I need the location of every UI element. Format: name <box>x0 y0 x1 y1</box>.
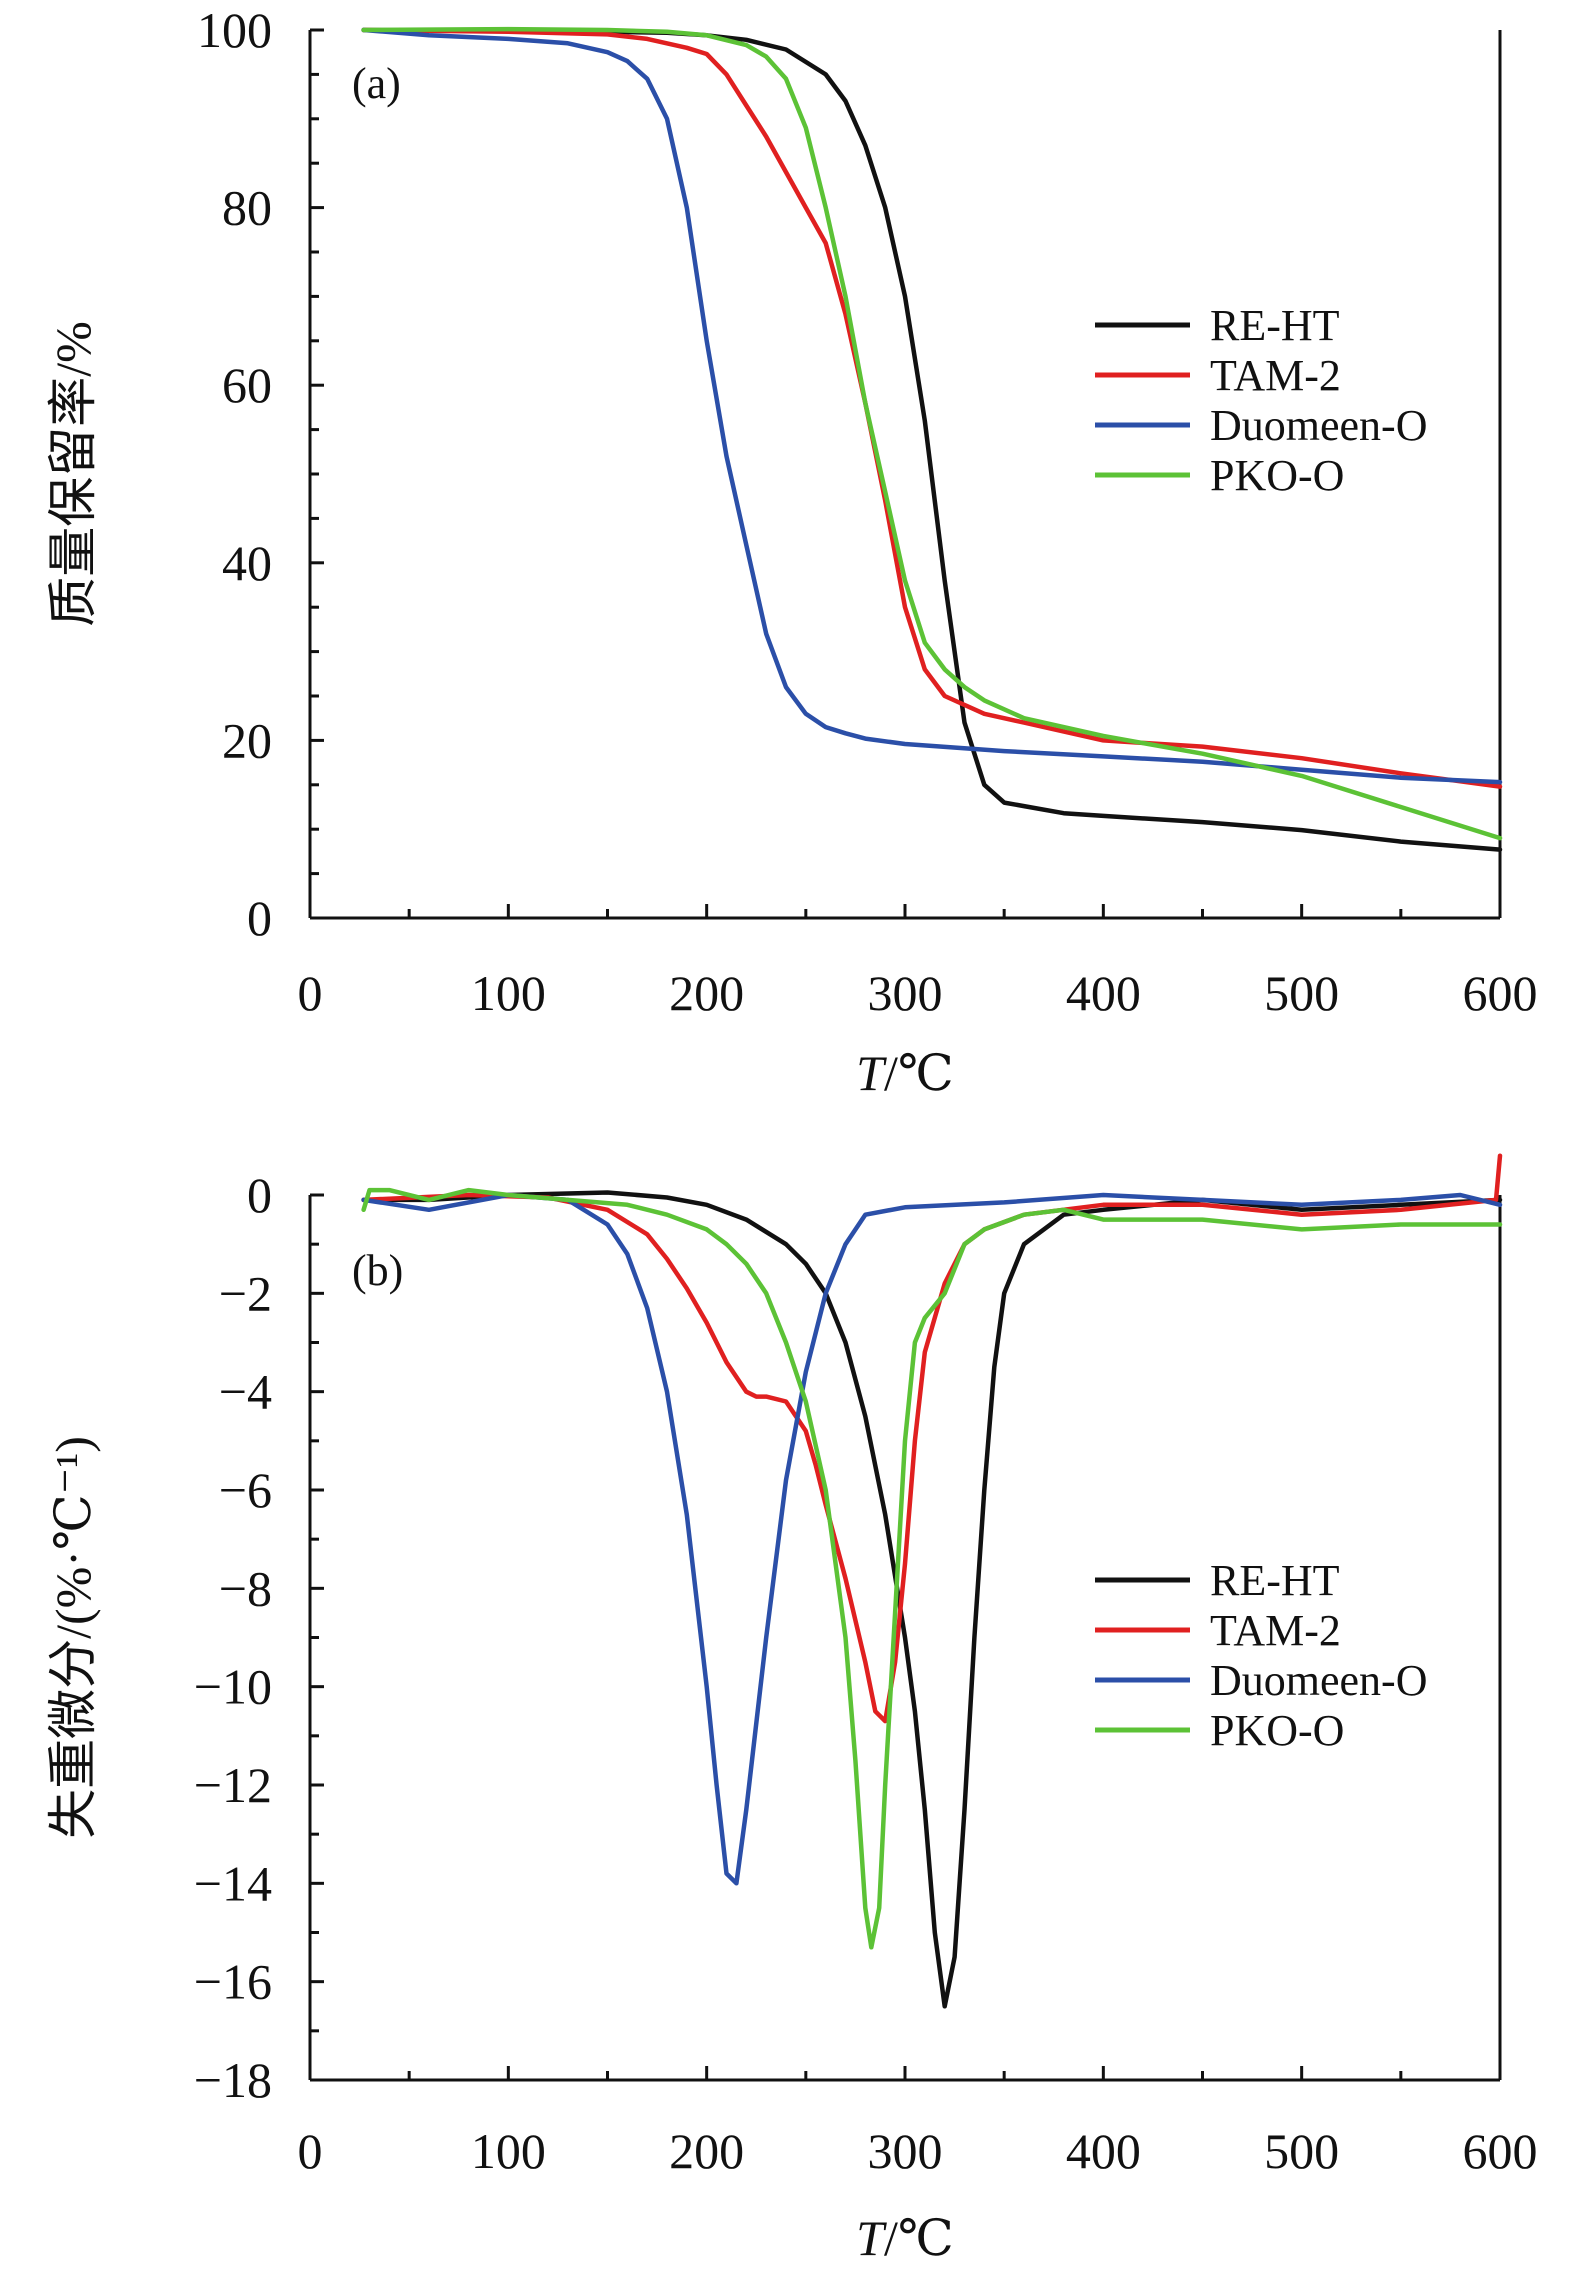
x-axis-title: T/℃ <box>856 1045 954 1101</box>
y-tick-label: 40 <box>222 535 272 591</box>
series-line-pko-o <box>361 26 1503 841</box>
x-tick-label: 100 <box>471 965 546 1021</box>
y-tick-label: −16 <box>194 1954 272 2010</box>
series-line-duomeen-o <box>361 27 1503 785</box>
legend-label: RE-HT <box>1210 1556 1340 1605</box>
y-tick-label: −6 <box>219 1462 272 1518</box>
y-tick-label: −14 <box>194 1855 272 1911</box>
x-axis-title: T/℃ <box>856 2210 954 2266</box>
series-line-tam-2 <box>361 27 1503 789</box>
x-axis-variable: T <box>856 1045 887 1101</box>
x-tick-label: 100 <box>471 2123 546 2179</box>
panel-b: 0 100 200 300 400 500 600 0 −2 −4 −6 −8 −10 −12 −14 −16… <box>45 1153 1538 2266</box>
panel-label: (a) <box>352 59 401 108</box>
y-tick-label: −12 <box>194 1757 272 1813</box>
y-tick-label: −2 <box>219 1265 272 1321</box>
y-tick-label: −10 <box>194 1659 272 1715</box>
legend-label: TAM-2 <box>1210 1606 1341 1655</box>
x-tick-label: 0 <box>298 2123 323 2179</box>
x-tick-label: 600 <box>1463 965 1538 1021</box>
y-axis-title: 质量保留率/% <box>45 321 101 627</box>
panel-label: (b) <box>352 1246 403 1295</box>
legend-label: RE-HT <box>1210 301 1340 350</box>
x-tick-label: 400 <box>1066 2123 1141 2179</box>
x-tick-label: 400 <box>1066 965 1141 1021</box>
y-tick-label: 0 <box>247 1167 272 1223</box>
x-tick-label: 200 <box>669 2123 744 2179</box>
legend-label: PKO-O <box>1210 1706 1344 1755</box>
panel-a: 0 100 200 300 400 500 600 0 20 40 60 80 100 T/℃ 质量保留率/… <box>45 2 1538 1101</box>
x-axis-variable: T <box>856 2210 887 2266</box>
x-tick-label: 500 <box>1264 2123 1339 2179</box>
x-tick-label: 200 <box>669 965 744 1021</box>
series-line-pko-o <box>361 1187 1503 1950</box>
x-tick-label: 0 <box>298 965 323 1021</box>
series-line-duomeen-o <box>361 1192 1503 1886</box>
y-tick-label: −8 <box>219 1560 272 1616</box>
x-tick-label: 500 <box>1264 965 1339 1021</box>
x-axis-unit: /℃ <box>884 2210 954 2266</box>
y-tick-label: 100 <box>197 2 272 58</box>
x-tick-label: 300 <box>868 2123 943 2179</box>
legend-label: PKO-O <box>1210 451 1344 500</box>
y-tick-label: 60 <box>222 357 272 413</box>
x-tick-label: 300 <box>868 965 943 1021</box>
legend-label: Duomeen-O <box>1210 401 1428 450</box>
legend-label: TAM-2 <box>1210 351 1341 400</box>
y-tick-label: −4 <box>219 1364 272 1420</box>
x-tick-label: 600 <box>1463 2123 1538 2179</box>
y-tick-label: 80 <box>222 180 272 236</box>
y-axis-title: 失重微分/(%·℃⁻¹) <box>45 1436 101 1839</box>
y-tick-label: −18 <box>194 2052 272 2108</box>
x-axis-unit: /℃ <box>884 1045 954 1101</box>
series-line-re-ht <box>361 1190 1503 2009</box>
y-tick-label: 20 <box>222 712 272 768</box>
y-tick-label: 0 <box>247 890 272 946</box>
legend-label: Duomeen-O <box>1210 1656 1428 1705</box>
